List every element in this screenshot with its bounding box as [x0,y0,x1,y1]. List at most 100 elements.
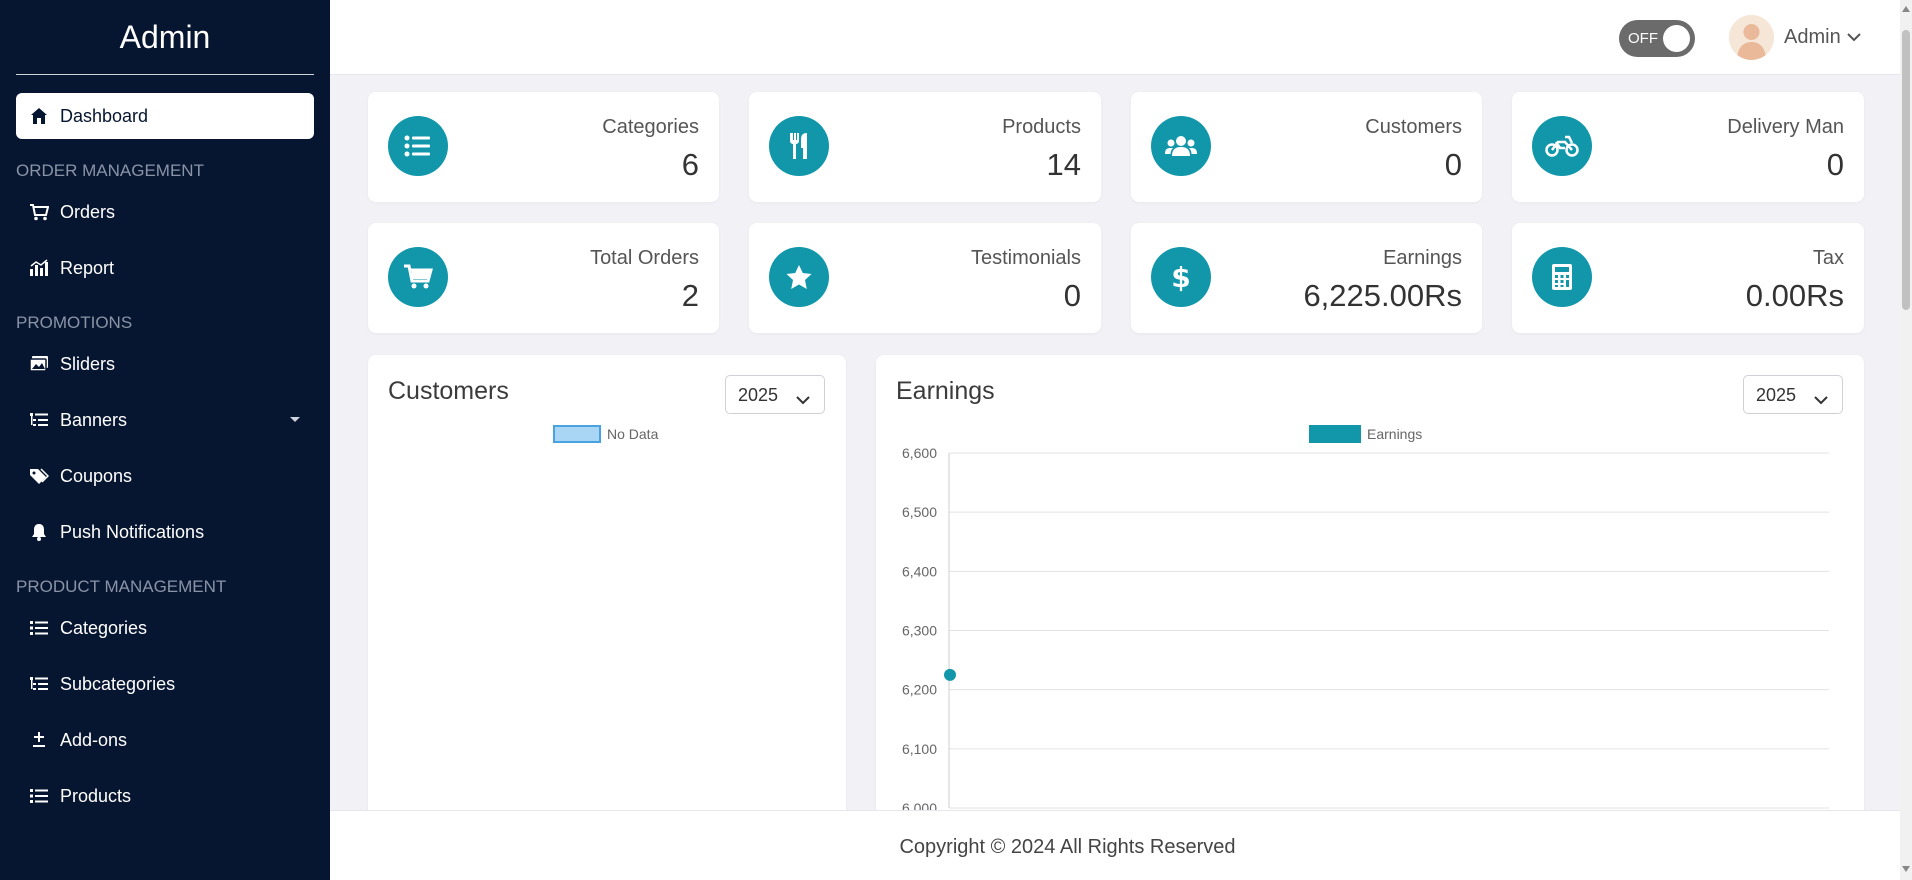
sidebar-item-subcategories[interactable]: Subcategories [16,661,314,707]
chart-legend[interactable]: Earnings [1309,425,1422,443]
earnings-panel: Earnings 2025 Earnings 6,600 6,500 6,400 6,… [876,355,1864,825]
sidebar-item-label: Banners [60,409,128,430]
chevron-down-icon [796,389,810,410]
copyright-text: Copyright © 2024 All Rights Reserved [899,836,1236,858]
sidebar-item-coupons[interactable]: Coupons [16,453,314,499]
sidebar-item-label: Push Notifications [60,521,205,542]
chevron-down-icon [1814,389,1828,410]
list-tree-icon [28,409,50,431]
stat-card-customers[interactable]: Customers 0 [1131,92,1482,202]
y-tick-label: 6,500 [902,504,937,520]
stat-label: Products [1002,116,1081,138]
avatar [1729,15,1774,60]
images-icon [28,353,50,375]
sidebar-item-categories[interactable]: Categories [16,605,314,651]
select-value: 2025 [738,385,779,405]
stat-value: 0 [1063,278,1081,313]
stat-value: 0 [1444,147,1462,182]
y-tick-label: 6,200 [902,682,937,698]
sidebar: Admin Dashboard ORDER MANAGEMENT Orders … [0,0,330,880]
sidebar-item-label: Categories [60,617,148,638]
utensils-icon [769,116,829,176]
sidebar-item-report[interactable]: Report [16,245,314,291]
toggle-label: OFF [1628,30,1658,47]
legend-label: Earnings [1367,426,1423,442]
mode-toggle[interactable]: OFF [1619,20,1695,57]
calculator-icon [1532,247,1592,307]
stat-card-delivery-man[interactable]: Delivery Man 0 [1512,92,1864,202]
sidebar-item-products[interactable]: Products [16,773,314,819]
stat-value: 2 [681,278,699,313]
stat-card-products[interactable]: Products 14 [749,92,1101,202]
motorcycle-icon [1532,116,1592,176]
sidebar-item-label: Sliders [60,353,116,374]
chart-icon [28,257,50,279]
earnings-year-select[interactable]: 2025 [1743,375,1843,414]
section-promotions: PROMOTIONS [16,313,133,332]
legend-swatch [553,425,601,443]
stat-card-tax[interactable]: Tax 0.00Rs [1512,223,1864,333]
sidebar-item-label: Coupons [60,465,133,486]
stat-label: Tax [1812,247,1844,269]
stat-label: Testimonials [970,247,1081,269]
sidebar-item-label: Report [60,257,115,278]
caret-down-icon [290,417,300,422]
section-product-management: PRODUCT MANAGEMENT [16,577,227,596]
sidebar-item-sliders[interactable]: Sliders [16,341,314,387]
plus-minus-icon [28,729,50,751]
customers-panel: Customers 2025 No Data [368,355,846,825]
stat-value: 0 [1826,147,1844,182]
stat-label: Earnings [1383,247,1462,269]
toggle-knob [1663,25,1690,52]
user-name: Admin [1784,26,1841,48]
stat-value: 14 [1046,147,1081,182]
users-icon [1151,116,1211,176]
footer: Copyright © 2024 All Rights Reserved [330,810,1912,880]
sidebar-item-dashboard[interactable]: Dashboard [16,93,314,139]
section-order-management: ORDER MANAGEMENT [16,161,204,180]
list-icon [28,785,50,807]
page-scrollbar[interactable] [1900,0,1912,880]
customers-year-select[interactable]: 2025 [725,375,825,414]
y-tick-label: 6,100 [902,741,937,757]
stat-label: Customers [1365,116,1462,138]
y-tick-label: 6,300 [902,623,937,639]
sidebar-item-label: Add-ons [60,729,128,750]
sidebar-item-orders[interactable]: Orders [16,189,314,235]
stat-label: Delivery Man [1727,116,1844,138]
list-tree-icon [28,673,50,695]
sidebar-item-add-ons[interactable]: Add-ons [16,717,314,763]
stat-label: Categories [602,116,699,138]
list-icon [28,617,50,639]
stat-card-earnings[interactable]: $ Earnings 6,225.00Rs [1131,223,1482,333]
cart-icon [28,201,50,223]
scroll-thumb[interactable] [1902,30,1910,310]
chart-legend[interactable]: No Data [553,425,658,443]
select-value: 2025 [1756,385,1797,405]
brand-title: Admin [16,0,314,75]
legend-label: No Data [607,426,659,442]
y-tick-label: 6,600 [902,445,937,461]
panel-title: Customers [388,377,509,405]
dollar-icon: $ [1151,247,1211,307]
sidebar-item-label: Products [60,785,132,806]
bell-icon [28,521,50,543]
sidebar-item-label: Orders [60,201,116,222]
sidebar-item-push-notifications[interactable]: Push Notifications [16,509,314,555]
stat-value: 0.00Rs [1745,278,1844,313]
user-menu[interactable]: Admin [1729,15,1861,60]
sidebar-item-label: Dashboard [60,105,149,126]
scroll-down-arrow-icon[interactable] [1902,866,1910,872]
sidebar-item-banners[interactable]: Banners [16,397,314,443]
stat-card-total-orders[interactable]: Total Orders 2 [368,223,719,333]
cart-icon [388,247,448,307]
scroll-up-arrow-icon[interactable] [1902,6,1910,12]
stat-card-categories[interactable]: Categories 6 [368,92,719,202]
stat-value: 6,225.00Rs [1303,278,1462,313]
star-icon [769,247,829,307]
svg-text:$: $ [1171,261,1190,293]
stat-card-testimonials[interactable]: Testimonials 0 [749,223,1101,333]
top-bar: OFF Admin [330,0,1912,75]
data-point[interactable] [944,668,956,681]
